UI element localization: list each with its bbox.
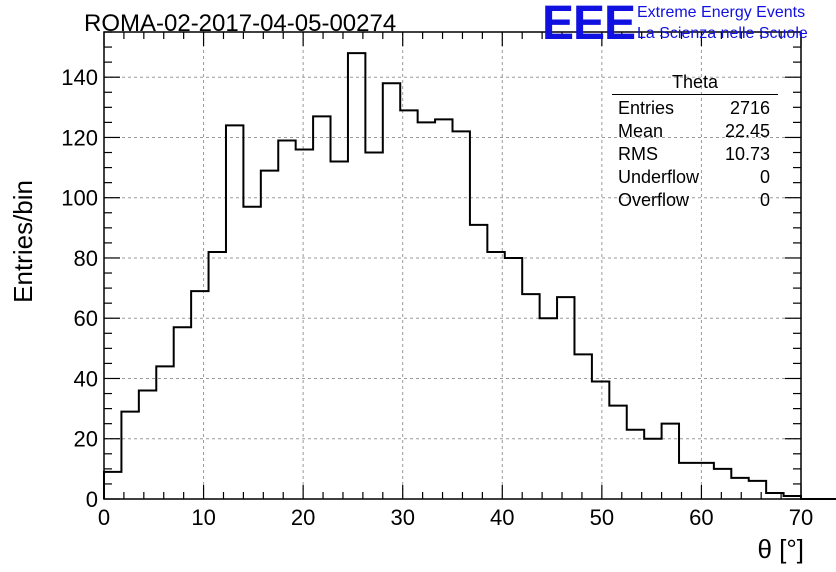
stats-value: 10.73 — [724, 144, 770, 164]
stats-title: Theta — [612, 72, 778, 95]
stats-value: 2716 — [729, 98, 770, 118]
brand-line-2: La Scienza nelle Scuole — [637, 25, 808, 42]
x-tick-label: 70 — [789, 505, 813, 530]
stats-label: Entries — [618, 98, 675, 118]
stats-row-mean: Mean 22.45 — [612, 120, 778, 143]
y-tick-label: 0 — [86, 487, 98, 512]
eee-logo: EEE — [542, 0, 636, 50]
stats-label: Mean — [618, 121, 664, 141]
chart-title: ROMA-02-2017-04-05-00274 — [84, 10, 397, 37]
stats-box: Theta Entries 2716 Mean 22.45 RMS 10.73 … — [612, 72, 778, 212]
grid-lines — [104, 32, 801, 499]
y-tick-label: 120 — [61, 125, 98, 150]
x-tick-label: 20 — [291, 505, 315, 530]
y-tick-label: 40 — [74, 366, 98, 391]
y-tick-label: 60 — [74, 306, 98, 331]
brand-line-1: Extreme Energy Events — [637, 4, 806, 21]
y-tick-label: 140 — [61, 65, 98, 90]
stats-row-overflow: Overflow 0 — [612, 189, 778, 212]
stats-value: 22.45 — [724, 121, 770, 141]
y-axis-label: Entries/bin — [8, 180, 38, 303]
histogram-outline — [103, 52, 836, 500]
stats-value: 0 — [759, 190, 770, 210]
stats-row-entries: Entries 2716 — [612, 97, 778, 120]
y-tick-label: 80 — [74, 246, 98, 271]
stats-label: Overflow — [618, 190, 690, 210]
tick-labels: 0 10 20 30 40 50 60 70 0 20 40 60 80 100 120 140 — [61, 65, 813, 530]
plot-frame — [103, 31, 802, 500]
x-tick-label: 10 — [191, 505, 215, 530]
x-tick-label: 0 — [98, 505, 110, 530]
stats-label: RMS — [618, 144, 658, 164]
y-tick-label: 100 — [61, 186, 98, 211]
y-tick-label: 20 — [74, 427, 98, 452]
stats-value: 0 — [759, 167, 770, 187]
stats-row-underflow: Underflow 0 — [612, 166, 778, 189]
stats-label: Underflow — [618, 167, 700, 187]
x-tick-label: 40 — [490, 505, 514, 530]
x-tick-label: 60 — [689, 505, 713, 530]
x-tick-label: 30 — [390, 505, 414, 530]
x-axis-label: θ [°] — [757, 534, 804, 564]
stats-row-rms: RMS 10.73 — [612, 143, 778, 166]
x-tick-label: 50 — [590, 505, 614, 530]
